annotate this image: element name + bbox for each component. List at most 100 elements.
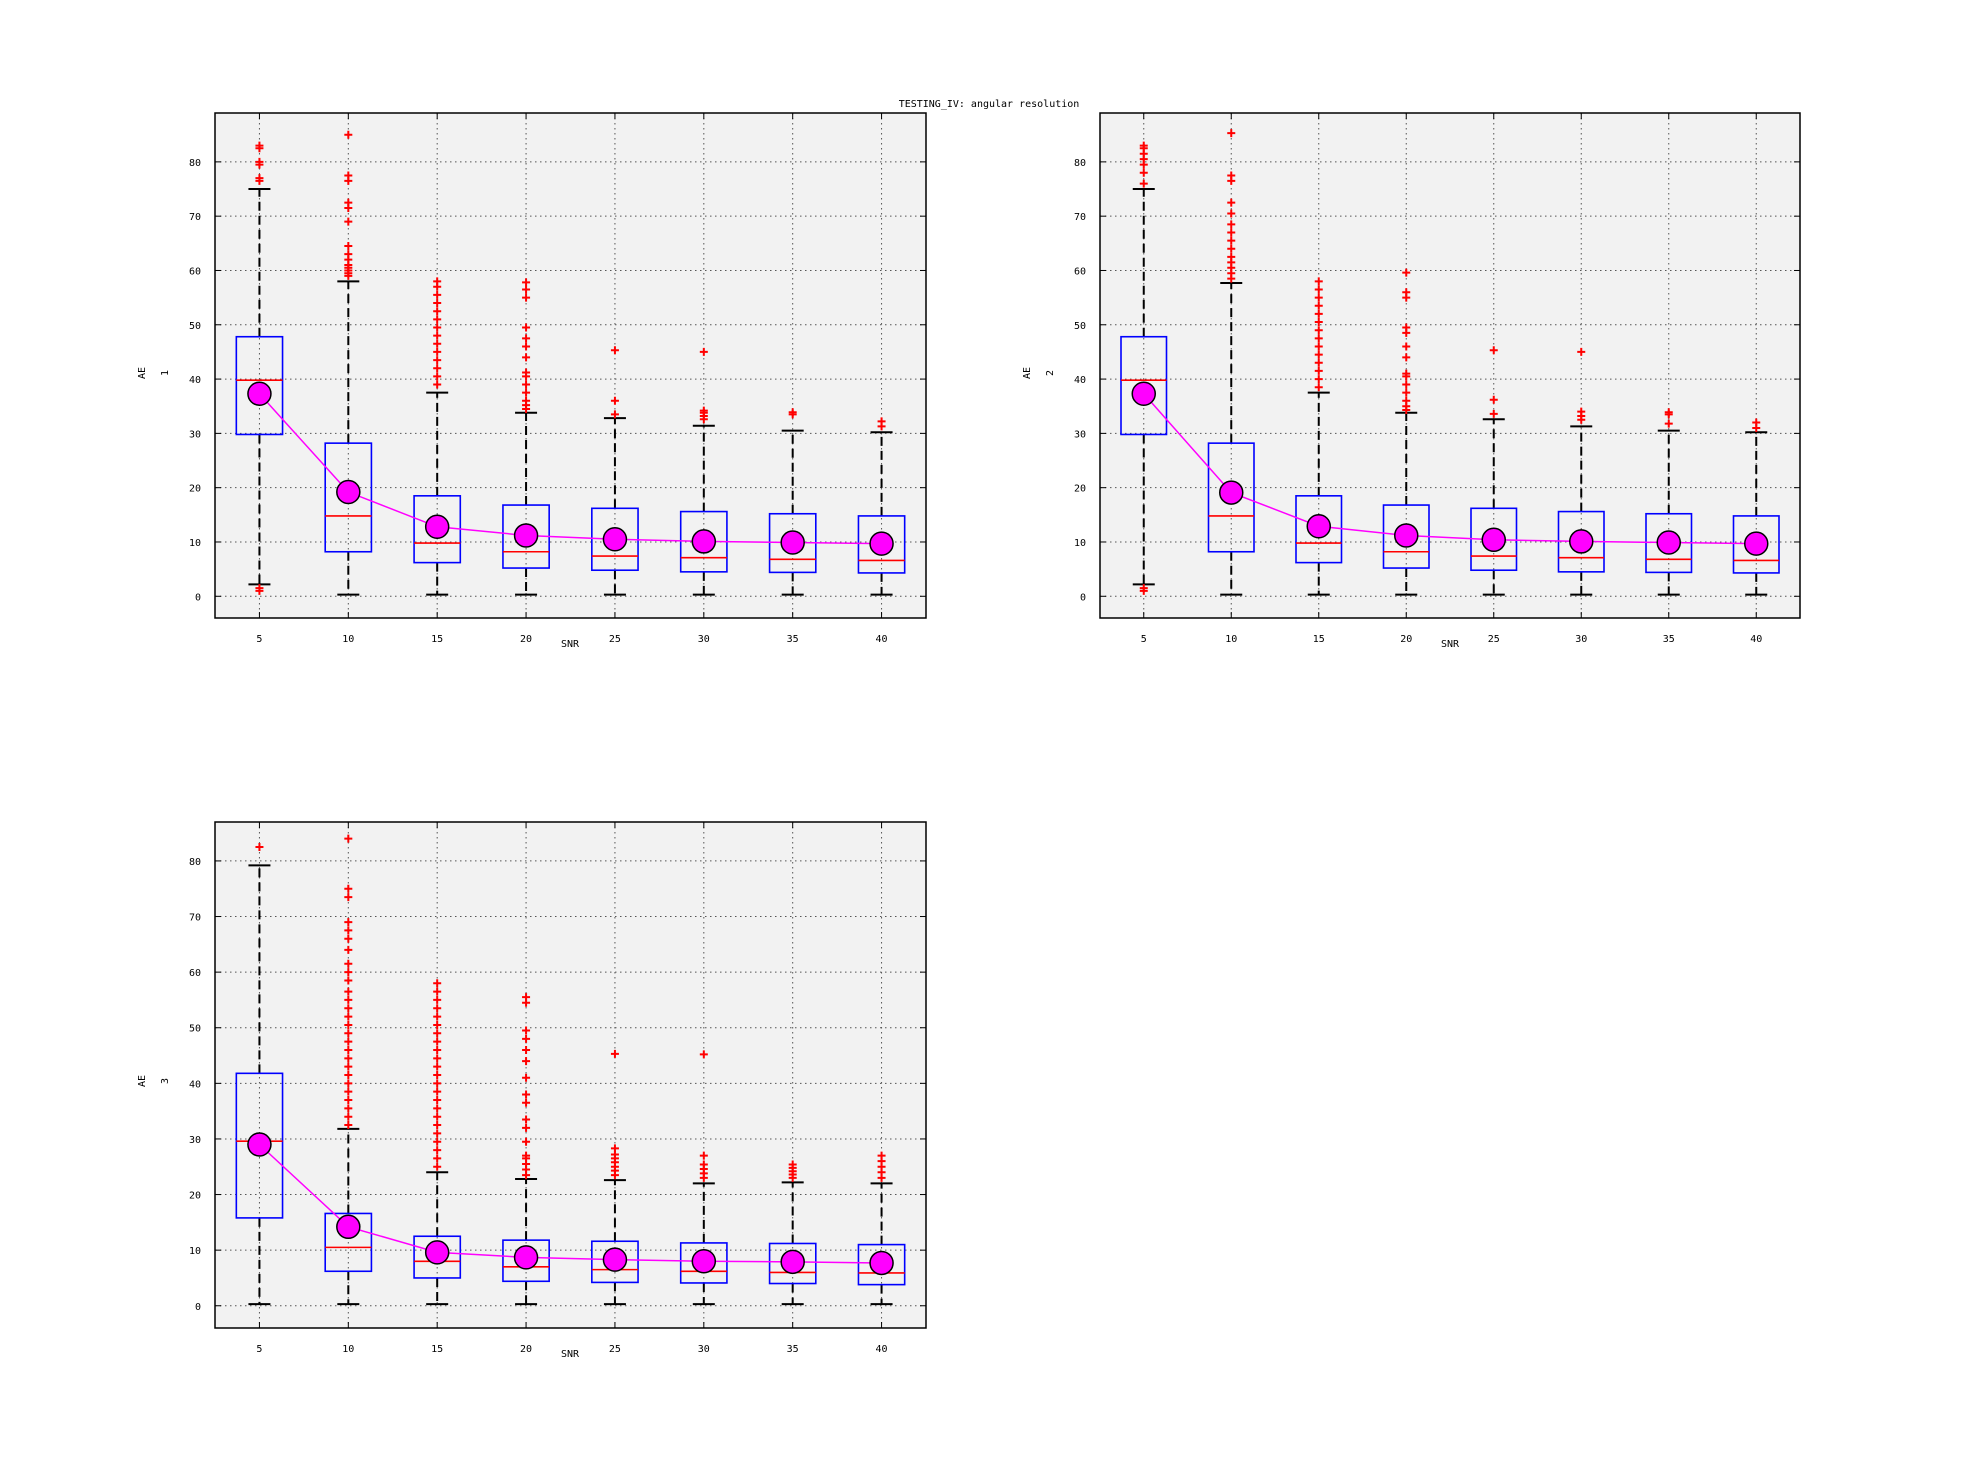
- outlier-marker: [1314, 350, 1323, 359]
- boxplot-panel-3: AE 3 SNR 0 10 20 30 40 50 60 70 80 5 10 15 20 25 30 35 4…: [137, 821, 927, 1360]
- mean-marker: [1656, 530, 1681, 555]
- y-tick-label: 80: [1074, 158, 1086, 169]
- box: [679, 1242, 728, 1284]
- outlier-marker: [610, 1144, 619, 1153]
- outlier-marker: [433, 331, 442, 340]
- outlier-marker: [433, 1129, 442, 1138]
- outlier-marker: [1402, 342, 1411, 351]
- outlier-marker: [1489, 346, 1498, 355]
- outlier-marker: [610, 1049, 619, 1058]
- outlier-marker: [522, 285, 531, 294]
- outlier-marker: [522, 380, 531, 389]
- outlier-marker: [522, 368, 531, 377]
- outlier-marker: [1314, 277, 1323, 286]
- y-axis-label: AE: [1022, 367, 1033, 379]
- outlier-marker: [433, 380, 442, 389]
- outlier-marker: [344, 1037, 353, 1046]
- outlier-marker: [344, 884, 353, 893]
- x-tick-label: 25: [609, 634, 621, 645]
- outlier-marker: [610, 346, 619, 355]
- outlier-marker: [433, 987, 442, 996]
- figure-title: TESTING_IV: angular resolution: [899, 99, 1080, 110]
- outlier-marker: [522, 1026, 531, 1035]
- outlier-marker: [522, 1073, 531, 1082]
- outlier-marker: [433, 1012, 442, 1021]
- outlier-marker: [522, 1098, 531, 1107]
- box: [235, 1072, 284, 1219]
- outlier-marker: [1752, 418, 1761, 427]
- outlier-marker: [522, 293, 531, 302]
- outlier-marker: [344, 1045, 353, 1054]
- outlier-marker: [1402, 369, 1411, 378]
- outlier-marker: [522, 1090, 531, 1099]
- outlier-marker: [344, 1062, 353, 1071]
- outlier-marker: [1314, 293, 1323, 302]
- plot-frame: [214, 112, 927, 619]
- outlier-marker: [1314, 326, 1323, 335]
- mean-marker: [1481, 527, 1506, 553]
- outlier-marker: [344, 893, 353, 902]
- x-axis-label: SNR: [1441, 639, 1460, 650]
- outlier-marker: [1489, 409, 1498, 418]
- outlier-marker: [344, 130, 353, 139]
- outlier-marker: [344, 1079, 353, 1088]
- mean-marker: [424, 1240, 450, 1265]
- outlier-marker: [1314, 301, 1323, 310]
- outlier-marker: [522, 278, 531, 287]
- x-axis-label: SNR: [561, 1349, 580, 1360]
- outlier-marker: [255, 843, 264, 852]
- x-tick-label: 40: [876, 634, 888, 645]
- outlier-marker: [1314, 285, 1323, 294]
- outlier-marker: [699, 347, 708, 356]
- box-group-snr-25: [1470, 346, 1518, 596]
- outlier-marker: [344, 242, 353, 251]
- box-group-snr-40: [1732, 418, 1780, 596]
- x-tick-label: 20: [520, 1344, 532, 1355]
- y-tick-label: 50: [189, 321, 201, 332]
- y-tick-label: 50: [189, 1024, 201, 1035]
- y-tick-label: 60: [189, 266, 201, 277]
- y-tick-label: 70: [189, 913, 201, 924]
- y-tick-label: 0: [195, 592, 201, 603]
- outlier-marker: [344, 171, 353, 180]
- x-tick-label: 35: [787, 634, 799, 645]
- outlier-marker: [1139, 168, 1148, 177]
- x-tick-label: 35: [1663, 634, 1675, 645]
- outlier-marker: [1402, 268, 1411, 277]
- x-tick-label: 40: [876, 1344, 888, 1355]
- outlier-marker: [522, 342, 531, 351]
- outlier-marker: [1139, 584, 1148, 593]
- box-group-snr-20: [502, 278, 550, 596]
- outlier-marker: [433, 1104, 442, 1113]
- box-group-snr-5: [235, 843, 284, 1306]
- outlier-marker: [344, 995, 353, 1004]
- mean-marker: [602, 1247, 628, 1272]
- outlier-marker: [344, 987, 353, 996]
- outlier-marker: [1402, 380, 1411, 389]
- outlier-marker: [1664, 408, 1673, 417]
- outlier-marker: [522, 1151, 531, 1160]
- box: [591, 1240, 639, 1284]
- outlier-marker: [344, 918, 353, 927]
- outlier-marker: [610, 410, 619, 419]
- outlier-marker: [1577, 407, 1586, 416]
- outlier-marker: [1139, 141, 1148, 150]
- mean-marker: [1569, 529, 1594, 554]
- mean-marker: [247, 381, 272, 406]
- outlier-marker: [522, 334, 531, 343]
- mean-marker: [780, 530, 805, 555]
- mean-marker: [247, 1132, 272, 1157]
- y-tick-label: 70: [1074, 212, 1086, 223]
- x-tick-label: 25: [609, 1344, 621, 1355]
- outlier-marker: [344, 1104, 353, 1113]
- x-tick-label: 35: [787, 1344, 799, 1355]
- y-tick-label: 70: [189, 212, 201, 223]
- outlier-marker: [522, 1123, 531, 1132]
- plot-frame: [1099, 112, 1801, 619]
- x-tick-label: 25: [1488, 634, 1500, 645]
- mean-marker: [691, 1249, 717, 1274]
- box: [502, 1239, 550, 1283]
- outlier-marker: [344, 968, 353, 977]
- mean-marker: [780, 1249, 805, 1275]
- y-tick-label: 80: [189, 158, 201, 169]
